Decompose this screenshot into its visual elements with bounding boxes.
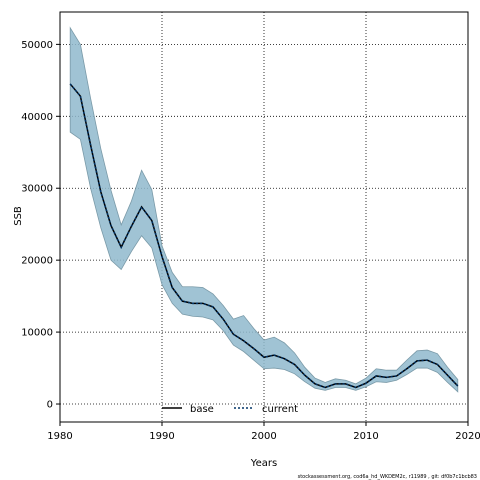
y-axis-title: SSB [13,206,24,226]
confidence-band [69,26,459,393]
x-axis-title: Years [250,458,277,469]
legend: base current [162,404,298,415]
x-tick-label: 1990 [149,431,174,442]
x-axis: 1980 1990 2000 2010 2020 [47,422,480,442]
x-tick-label: 2010 [353,431,378,442]
y-tick-label: 40000 [21,112,53,123]
x-tick-label: 1980 [47,431,72,442]
x-tick-label: 2000 [251,431,276,442]
y-tick-label: 0 [47,400,53,411]
y-axis: 0 10000 20000 30000 40000 50000 [21,40,60,411]
y-tick-label: 50000 [21,40,53,51]
series-line-base [69,83,459,389]
y-tick-label: 30000 [21,184,53,195]
footnote: stockassessment.org, cod6a_hd_WKDEM2c, r… [298,474,477,480]
y-tick-label: 10000 [21,328,53,339]
legend-label-current: current [262,404,298,415]
grid [59,12,469,422]
y-tick-label: 20000 [21,256,53,267]
x-tick-label: 2020 [455,431,480,442]
legend-label-base: base [190,404,214,415]
